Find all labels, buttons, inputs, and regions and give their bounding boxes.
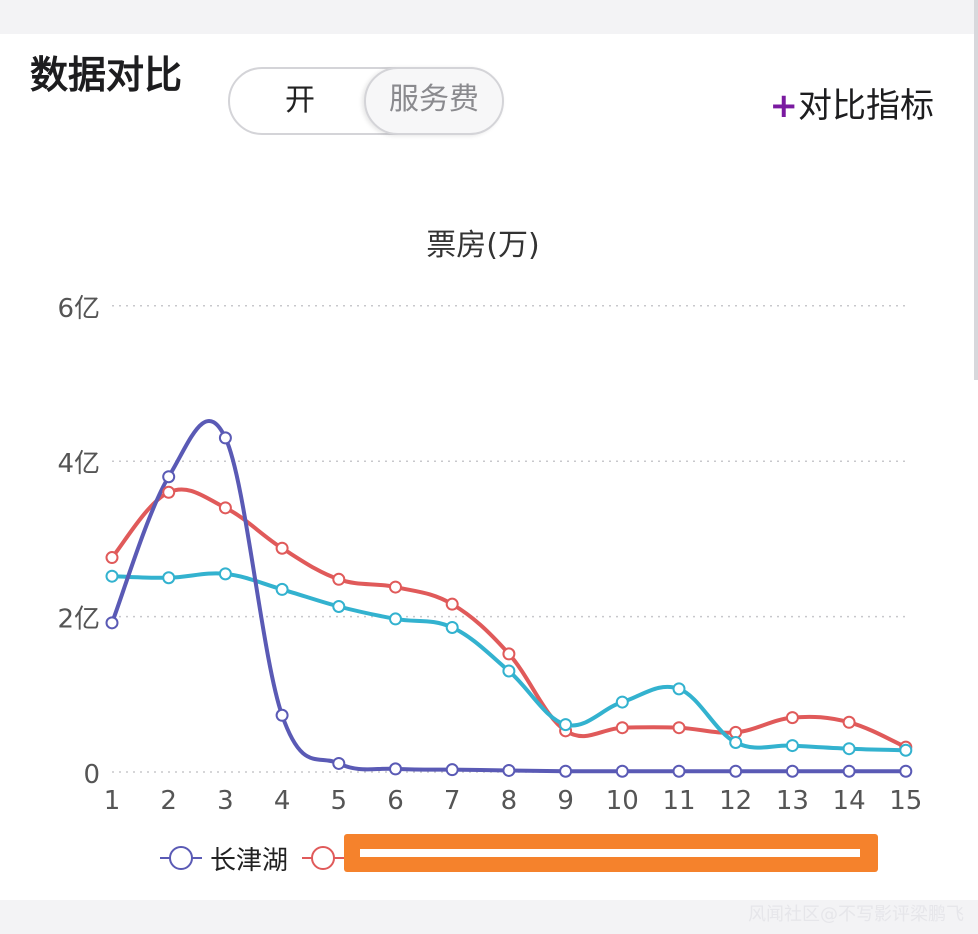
data-point-series-2 [162,485,176,499]
data-point-series-1 [842,764,856,778]
chart-card [0,34,978,900]
data-point-series-3 [162,571,176,585]
compare-metric-label: 对比指标 [798,86,934,126]
x-tick-label: 2 [160,786,177,816]
data-point-series-2 [842,715,856,729]
x-tick-label: 7 [444,786,461,816]
add-compare-metric-button[interactable]: +对比指标 [770,78,935,127]
data-point-series-1 [218,431,232,445]
x-tick-label: 1 [104,786,121,816]
data-point-series-3 [729,735,743,749]
data-point-series-1 [899,764,913,778]
data-point-series-1 [559,764,573,778]
data-point-series-1 [332,756,346,770]
data-point-series-2 [389,580,402,594]
data-point-series-3 [672,682,686,696]
data-point-series-3 [332,599,346,613]
data-point-series-1 [785,764,799,778]
data-point-series-2 [445,597,459,611]
data-point-series-1 [672,764,686,778]
x-tick-label: 9 [557,786,574,816]
data-point-series-3 [445,620,459,634]
data-point-series-3 [899,743,913,757]
data-point-series-1 [729,764,743,778]
x-tick-label: 8 [501,786,518,816]
data-point-series-2 [218,501,232,515]
x-tick-label: 11 [662,786,695,816]
data-point-series-3 [218,567,232,581]
data-point-series-2 [615,721,629,735]
x-tick-label: 12 [719,786,752,816]
data-point-series-3 [275,582,289,596]
data-point-series-3 [842,742,856,756]
y-tick-label: 6亿 [57,294,100,324]
data-point-series-1 [275,708,289,722]
y-tick-label: 2亿 [57,605,100,635]
x-tick-label: 4 [274,786,291,816]
y-tick-label: 0 [83,760,100,790]
scrollbar[interactable] [974,0,978,380]
redaction-stroke [360,849,860,857]
x-tick-label: 13 [776,786,809,816]
toggle-service-fee-label[interactable]: 服务费 [364,67,504,135]
x-tick-label: 10 [606,786,639,816]
chart-title: 票房(万) [426,228,540,263]
x-tick-label: 6 [387,786,404,816]
legend-marker-series-2 [302,844,345,872]
page-title: 数据对比 [30,53,183,97]
data-point-series-1 [615,764,629,778]
series-line-2 [110,487,907,749]
y-tick-label: 4亿 [57,449,100,479]
data-point-series-1 [502,763,516,777]
data-point-series-2 [785,711,799,725]
x-tick-label: 5 [331,786,348,816]
data-point-series-2 [332,572,346,586]
service-fee-toggle[interactable]: 开 服务费 [228,67,504,135]
data-point-series-3 [502,664,516,678]
data-point-series-1 [389,762,402,776]
watermark: 风闻社区@不写影评梁鹏飞 [748,904,964,925]
data-point-series-2 [672,721,686,735]
data-point-series-3 [785,739,799,753]
toggle-on-label[interactable]: 开 [285,83,315,118]
legend-item-series-2[interactable] [302,844,352,872]
data-point-series-2 [502,647,516,661]
data-point-series-2 [275,541,289,555]
legend-marker-series-1 [160,844,202,872]
series-line-3 [111,571,906,753]
data-point-series-1 [105,616,119,630]
data-point-series-3 [389,612,402,626]
x-tick-label: 3 [217,786,234,816]
data-point-series-2 [105,551,119,565]
x-tick-label: 14 [833,786,866,816]
data-point-series-1 [162,470,176,484]
legend-item-series-1[interactable]: 长津湖 [160,840,288,877]
data-point-series-3 [559,718,573,732]
data-point-series-3 [615,695,629,709]
chart-legend: 长津湖 [160,838,366,878]
legend-label-series-1: 长津湖 [210,845,289,876]
data-point-series-3 [105,569,119,583]
data-point-series-1 [445,763,459,777]
x-tick-label: 15 [889,786,922,816]
plus-icon: + [769,86,799,126]
